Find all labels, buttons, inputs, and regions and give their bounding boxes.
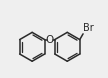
Text: O: O bbox=[46, 35, 54, 45]
Text: Br: Br bbox=[83, 23, 93, 33]
